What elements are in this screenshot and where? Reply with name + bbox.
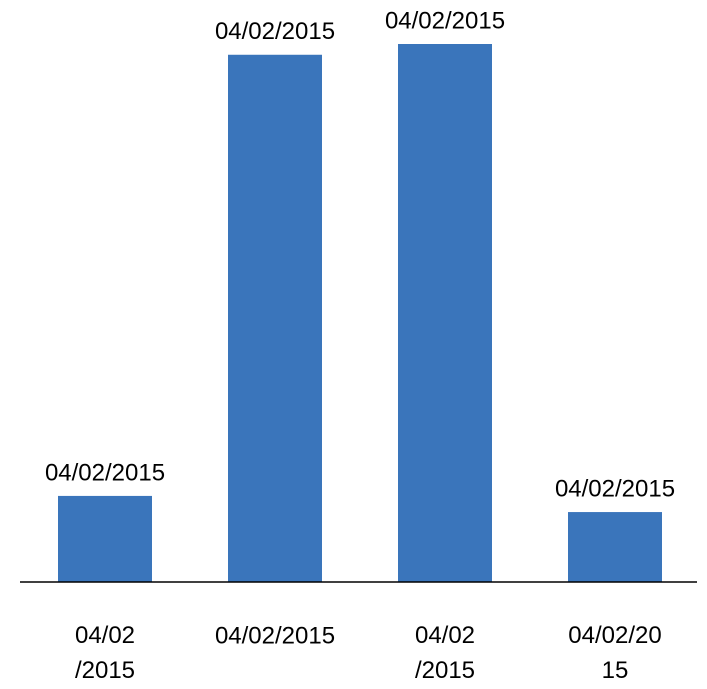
x-tick-label: 04/02/2015 — [75, 622, 135, 684]
bar — [228, 54, 322, 582]
bar — [58, 495, 152, 582]
data-label: 04/02/2015 — [45, 459, 165, 486]
data-label: 04/02/2015 — [385, 7, 505, 34]
data-label: 04/02/2015 — [555, 475, 675, 502]
bar — [398, 44, 492, 582]
x-tick-label: 04/02/2015 — [415, 622, 475, 684]
data-label: 04/02/2015 — [215, 18, 335, 45]
x-tick-label: 04/02/2015 — [215, 622, 335, 649]
bar — [568, 512, 662, 582]
